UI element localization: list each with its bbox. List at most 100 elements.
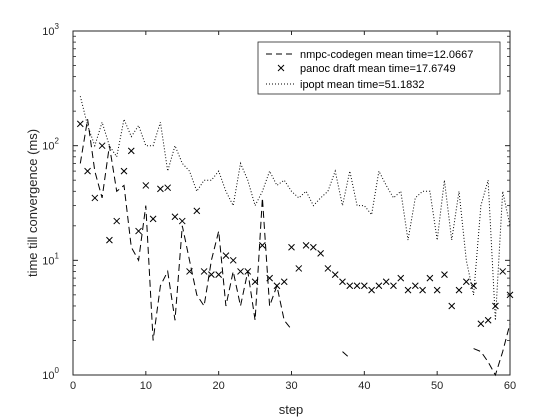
x-marker-stroke <box>288 243 295 251</box>
x-marker-stroke <box>127 147 135 155</box>
series-1-point <box>499 268 507 275</box>
x-marker-stroke <box>280 278 288 286</box>
series-1-point <box>106 236 113 244</box>
series-1-point <box>91 194 99 202</box>
series-1-point <box>455 286 463 294</box>
x-tick-label: 30 <box>285 380 297 392</box>
series-1-point <box>375 282 383 290</box>
series-1-point <box>229 256 237 264</box>
x-marker-stroke <box>331 271 339 279</box>
x-marker-stroke <box>477 320 485 328</box>
series-1-point <box>273 282 281 290</box>
x-marker-stroke <box>462 278 470 286</box>
legend-label-nmpc-codegen: nmpc-codegen mean time=12.0667 <box>300 49 473 61</box>
x-marker-stroke <box>353 282 361 290</box>
x-tick-label: 50 <box>431 380 443 392</box>
x-marker-stroke <box>448 302 456 310</box>
x-marker-stroke <box>484 316 492 324</box>
series-1-point <box>251 278 259 286</box>
x-marker-stroke <box>295 265 303 272</box>
x-marker-stroke <box>149 215 157 223</box>
x-marker-stroke <box>157 185 164 193</box>
x-tick-label: 40 <box>358 380 370 392</box>
series-1-point <box>302 242 310 249</box>
x-marker-stroke <box>244 268 252 275</box>
x-marker-stroke <box>164 184 172 192</box>
x-marker-stroke <box>302 242 310 249</box>
x-marker-stroke <box>171 213 179 221</box>
x-marker-stroke <box>98 142 106 150</box>
series-1-point <box>127 147 135 155</box>
x-marker-stroke <box>259 242 266 249</box>
series-2-line <box>79 96 511 321</box>
y-tick-label: 103 <box>42 22 59 38</box>
x-marker-stroke <box>375 282 383 290</box>
series-1-point <box>470 282 477 290</box>
x-axis-label: step <box>279 402 304 417</box>
x-tick-label: 0 <box>70 380 76 392</box>
series-1-point <box>411 282 419 290</box>
series-1-point <box>368 286 375 294</box>
series-0-line <box>79 119 292 341</box>
series-1-point <box>222 252 230 259</box>
x-marker-stroke <box>419 286 426 294</box>
x-marker-stroke <box>215 271 223 279</box>
x-marker-stroke <box>142 182 150 189</box>
legend-box <box>257 41 501 95</box>
legend: nmpc-codegen mean time=12.0667 panoc dra… <box>257 41 501 95</box>
legend-swatch-panoc-draft <box>277 64 285 72</box>
x-marker-stroke <box>309 243 317 251</box>
series-1-point <box>164 184 172 192</box>
x-marker-stroke <box>266 274 274 282</box>
x-marker-stroke <box>411 282 419 290</box>
x-marker-stroke <box>324 265 332 272</box>
x-marker-stroke <box>120 167 128 175</box>
series-1-point <box>462 278 470 286</box>
x-marker-stroke <box>499 268 507 275</box>
series-1-point <box>244 268 252 275</box>
series-1-point <box>237 268 244 275</box>
x-marker-stroke <box>178 217 186 225</box>
series-1-point <box>142 182 150 189</box>
series-1-point <box>266 274 274 282</box>
series-1-point <box>317 250 324 257</box>
series-1-point <box>331 271 339 279</box>
y-tick-label: 102 <box>42 137 59 153</box>
x-marker-stroke <box>84 167 91 175</box>
series-1-point <box>397 274 405 282</box>
x-marker-stroke <box>229 256 237 264</box>
series-0-line <box>473 323 511 377</box>
x-marker-stroke <box>441 271 448 279</box>
x-marker-stroke <box>368 286 375 294</box>
series-1-point <box>113 217 121 225</box>
series-1-point <box>76 120 84 128</box>
series-1-point <box>346 282 354 290</box>
x-marker-stroke <box>426 274 434 282</box>
series-1-point <box>186 268 193 275</box>
legend-label-panoc-draft: panoc draft mean time=17.6749 <box>300 63 456 75</box>
x-marker-stroke <box>91 194 99 202</box>
x-marker-stroke <box>470 282 477 290</box>
series-1-point <box>433 286 441 294</box>
series-1-point <box>149 215 157 223</box>
series-1-point <box>208 271 215 279</box>
x-marker-stroke <box>382 278 390 286</box>
series-1-point <box>295 265 303 272</box>
y-tick-label: 100 <box>42 366 59 382</box>
series-layer <box>76 96 514 377</box>
series-1-point <box>426 274 434 282</box>
series-1-point <box>259 242 266 249</box>
x-tick-label: 60 <box>504 380 516 392</box>
x-tick-label: 10 <box>140 380 152 392</box>
x-marker-stroke <box>135 227 142 235</box>
series-1-point <box>200 268 208 275</box>
series-1-point <box>288 243 295 251</box>
x-tick-label: 20 <box>213 380 225 392</box>
series-1-point <box>382 278 390 286</box>
series-1-point <box>157 185 164 193</box>
series-1-point <box>98 142 106 150</box>
tick-layer: 0 10 20 30 40 50 60 100 101 102 103 <box>42 22 516 392</box>
x-marker-stroke <box>251 278 259 286</box>
series-1-point <box>441 271 448 279</box>
